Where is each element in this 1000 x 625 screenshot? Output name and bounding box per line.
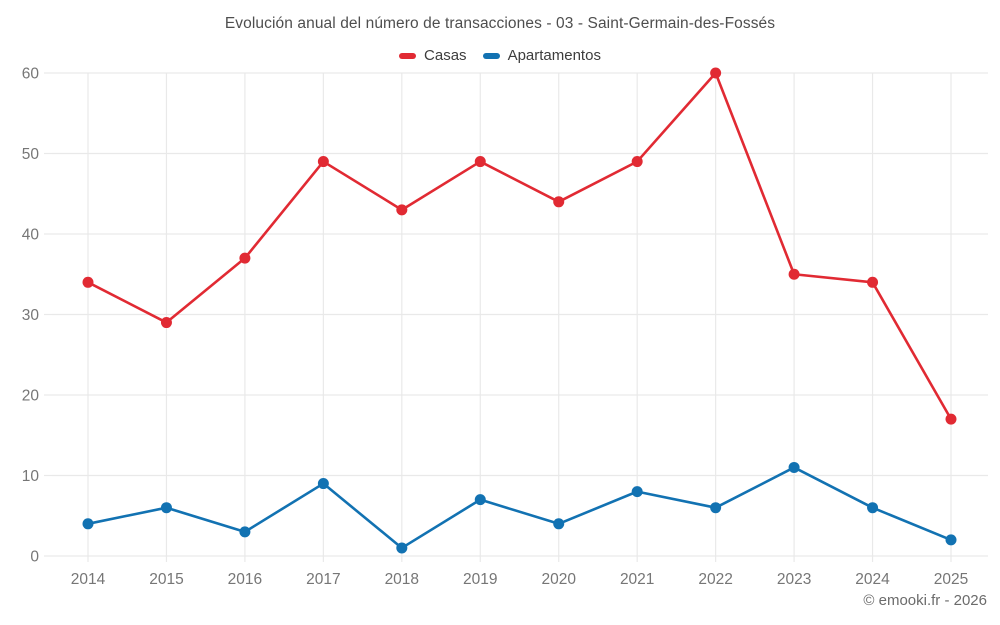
data-point-apartamentos-2014[interactable] xyxy=(82,518,94,530)
legend-label-casas: Casas xyxy=(424,47,467,64)
y-axis-label: 30 xyxy=(22,307,40,324)
data-point-apartamentos-2020[interactable] xyxy=(553,518,565,530)
data-point-casas-2018[interactable] xyxy=(396,204,408,216)
legend: Casas Apartamentos xyxy=(0,47,1000,64)
x-axis-label: 2021 xyxy=(620,571,654,588)
data-point-casas-2024[interactable] xyxy=(867,276,879,288)
y-axis-label: 20 xyxy=(22,388,40,405)
data-point-apartamentos-2015[interactable] xyxy=(160,502,172,514)
data-point-casas-2022[interactable] xyxy=(710,67,722,79)
data-point-casas-2017[interactable] xyxy=(317,156,329,168)
data-point-casas-2023[interactable] xyxy=(788,268,800,280)
data-point-casas-2014[interactable] xyxy=(82,276,94,288)
data-point-casas-2021[interactable] xyxy=(631,156,643,168)
series-line-apartamentos xyxy=(86,466,953,550)
y-axis-label: 0 xyxy=(30,549,39,566)
x-axis-label: 2023 xyxy=(777,571,811,588)
data-point-casas-2016[interactable] xyxy=(239,252,251,264)
series-line-casas xyxy=(86,71,953,421)
data-point-casas-2019[interactable] xyxy=(474,156,486,168)
y-axis-label: 60 xyxy=(22,66,40,83)
data-point-apartamentos-2025[interactable] xyxy=(945,534,957,546)
data-point-casas-2020[interactable] xyxy=(553,196,565,208)
x-axis-label: 2020 xyxy=(541,571,576,588)
data-point-apartamentos-2016[interactable] xyxy=(239,526,251,538)
x-axis-label: 2025 xyxy=(934,571,968,588)
data-point-casas-2025[interactable] xyxy=(945,413,957,425)
data-point-apartamentos-2018[interactable] xyxy=(396,542,408,554)
x-axis-label: 2018 xyxy=(385,571,419,588)
y-axis-label: 10 xyxy=(22,468,40,485)
x-axis-label: 2022 xyxy=(698,571,732,588)
x-axis-label: 2015 xyxy=(149,571,183,588)
x-axis-label: 2024 xyxy=(855,571,890,588)
data-point-apartamentos-2022[interactable] xyxy=(710,502,722,514)
chart-title: Evolución anual del número de transaccio… xyxy=(224,15,776,32)
y-axis-label: 40 xyxy=(22,227,40,244)
data-point-casas-2015[interactable] xyxy=(160,317,172,329)
legend-marker-apartamentos-icon xyxy=(482,52,500,59)
data-point-apartamentos-2021[interactable] xyxy=(631,486,643,498)
x-axis-label: 2016 xyxy=(228,571,262,588)
data-point-apartamentos-2019[interactable] xyxy=(474,494,486,506)
x-axis-label: 2019 xyxy=(463,571,497,588)
legend-item-apartamentos[interactable]: Apartamentos xyxy=(482,47,601,64)
data-point-apartamentos-2024[interactable] xyxy=(867,502,879,514)
x-axis-label: 2014 xyxy=(71,571,106,588)
y-axis-label: 50 xyxy=(22,146,40,163)
footer-credit: © emooki.fr - 2026 xyxy=(863,592,987,609)
legend-marker-casas-icon xyxy=(399,52,417,59)
data-point-apartamentos-2017[interactable] xyxy=(317,478,329,490)
legend-item-casas[interactable]: Casas xyxy=(399,47,467,64)
legend-label-apartamentos: Apartamentos xyxy=(507,47,601,64)
x-axis-label: 2017 xyxy=(306,571,340,588)
data-point-apartamentos-2023[interactable] xyxy=(788,461,800,473)
